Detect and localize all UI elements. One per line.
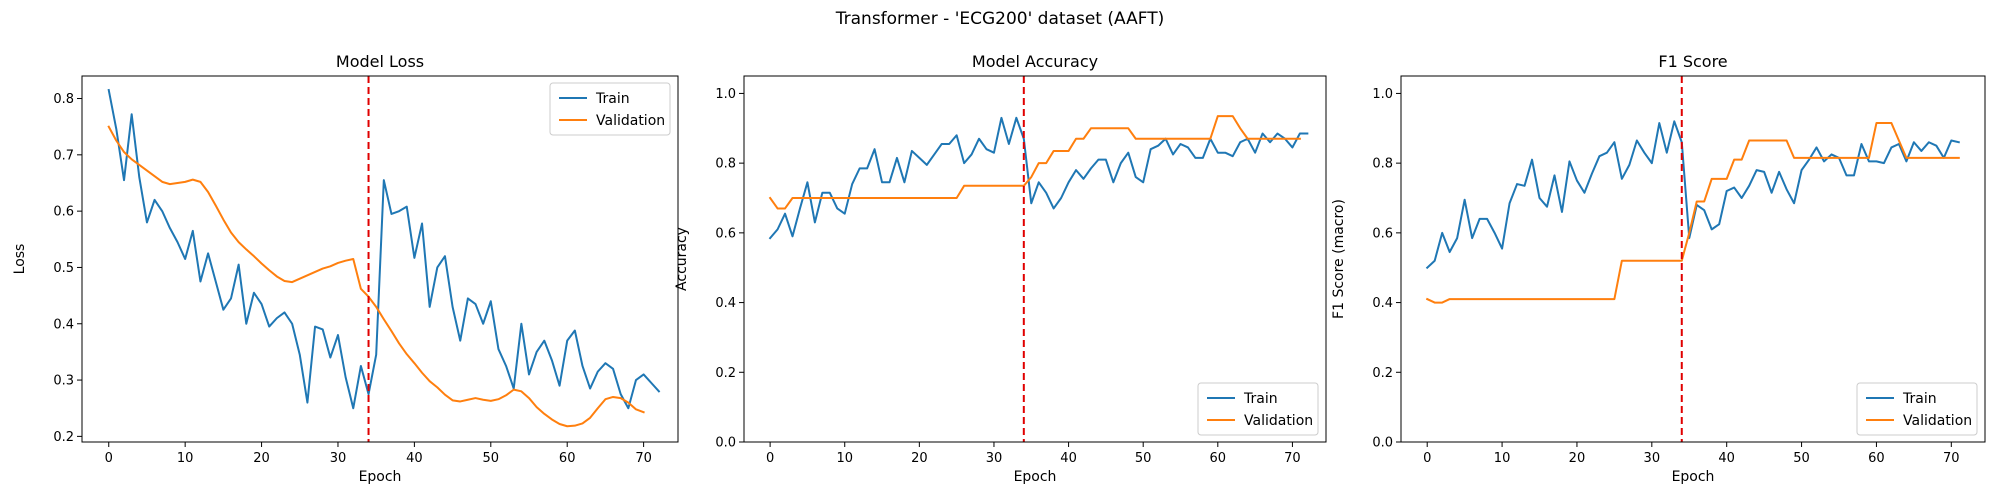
y-tick-label: 0.8 xyxy=(1372,157,1393,172)
y-tick-label: 0.4 xyxy=(1372,296,1393,311)
panel-title: F1 Score xyxy=(1658,52,1727,71)
series-line-validation xyxy=(768,115,1301,210)
plot-area xyxy=(768,115,1309,240)
legend: Train Validation xyxy=(1856,382,1978,436)
y-tick-label: 0.6 xyxy=(53,205,74,220)
axes-frame xyxy=(743,75,1327,443)
y-tick-label: 0.6 xyxy=(1372,226,1393,241)
y-tick-label: 0.3 xyxy=(53,374,74,389)
y-axis-label: Loss xyxy=(12,244,28,275)
legend-label: Train xyxy=(1243,391,1278,407)
x-axis-label: Epoch xyxy=(1014,469,1057,485)
x-tick-label: 10 xyxy=(836,451,853,466)
axes-frame xyxy=(81,75,679,443)
y-axis-label: F1 Score (macro) xyxy=(1331,199,1347,319)
x-axis-label: Epoch xyxy=(1672,469,1715,485)
y-tick-label: 0.4 xyxy=(715,296,736,311)
x-tick-label: 30 xyxy=(1644,451,1661,466)
y-tick-label: 0.0 xyxy=(715,436,736,451)
x-tick-label: 30 xyxy=(986,451,1003,466)
x-tick-label: 40 xyxy=(406,451,423,466)
y-tick-label: 0.8 xyxy=(53,92,74,107)
x-tick-label: 0 xyxy=(1423,451,1431,466)
x-tick-label: 60 xyxy=(1868,451,1885,466)
series-line-validation xyxy=(107,125,645,428)
x-tick-label: 0 xyxy=(766,451,774,466)
plot-area xyxy=(107,88,661,428)
legend-label: Validation xyxy=(1244,413,1313,429)
x-tick-label: 40 xyxy=(1060,451,1077,466)
y-tick-label: 0.0 xyxy=(1372,436,1393,451)
y-tick-label: 1.0 xyxy=(1372,87,1393,102)
x-tick-label: 40 xyxy=(1718,451,1735,466)
figure-suptitle: Transformer - 'ECG200' dataset (AAFT) xyxy=(835,9,1164,29)
panel-title: Model Loss xyxy=(336,52,424,71)
legend-label: Validation xyxy=(1903,413,1972,429)
x-tick-label: 50 xyxy=(483,451,500,466)
x-tick-label: 70 xyxy=(1284,451,1301,466)
series-line-train xyxy=(768,116,1309,240)
y-tick-label: 0.8 xyxy=(715,157,736,172)
x-tick-label: 50 xyxy=(1793,451,1810,466)
y-tick-label: 0.2 xyxy=(715,366,736,381)
axes-frame xyxy=(1400,75,1986,443)
y-tick-label: 0.6 xyxy=(715,226,736,241)
x-tick-label: 70 xyxy=(1943,451,1960,466)
legend: Train Validation xyxy=(549,82,671,136)
x-tick-label: 50 xyxy=(1135,451,1152,466)
x-tick-label: 60 xyxy=(559,451,576,466)
panel-title: Model Accuracy xyxy=(972,52,1098,71)
series-line-train xyxy=(107,88,661,410)
legend-label: Train xyxy=(1902,391,1937,407)
y-tick-label: 1.0 xyxy=(715,87,736,102)
x-tick-label: 60 xyxy=(1210,451,1227,466)
panel-loss: Model Loss 0 10 20 30 40 50 60 70 0.2 0.3 0.4 0.5 0.6… xyxy=(12,52,679,485)
y-tick-label: 0.2 xyxy=(1372,366,1393,381)
x-tick-label: 0 xyxy=(105,451,113,466)
legend-label: Train xyxy=(595,91,630,107)
x-tick-label: 70 xyxy=(635,451,652,466)
series-line-train xyxy=(1425,120,1960,270)
x-tick-label: 20 xyxy=(253,451,270,466)
legend-label: Validation xyxy=(596,113,665,129)
x-tick-label: 20 xyxy=(911,451,928,466)
x-tick-label: 10 xyxy=(1494,451,1511,466)
y-axis-label: Accuracy xyxy=(674,227,690,291)
y-tick-label: 0.4 xyxy=(53,317,74,332)
x-axis-label: Epoch xyxy=(359,469,402,485)
legend: Train Validation xyxy=(1197,382,1319,436)
x-tick-label: 30 xyxy=(330,451,347,466)
y-tick-label: 0.2 xyxy=(53,430,74,445)
panel-f1: F1 Score 0 10 20 30 40 50 60 70 0.0 0.2 0.4 0.6 0.8 1.… xyxy=(1331,52,1986,485)
plot-area xyxy=(1425,120,1960,304)
panel-accuracy: Model Accuracy 0 10 20 30 40 50 60 70 0.0 0.2 0.4 0.… xyxy=(674,52,1327,485)
x-tick-label: 20 xyxy=(1569,451,1586,466)
x-tick-label: 10 xyxy=(177,451,194,466)
series-line-validation xyxy=(1425,122,1960,304)
y-tick-label: 0.5 xyxy=(53,261,74,276)
y-tick-label: 0.7 xyxy=(53,148,74,163)
